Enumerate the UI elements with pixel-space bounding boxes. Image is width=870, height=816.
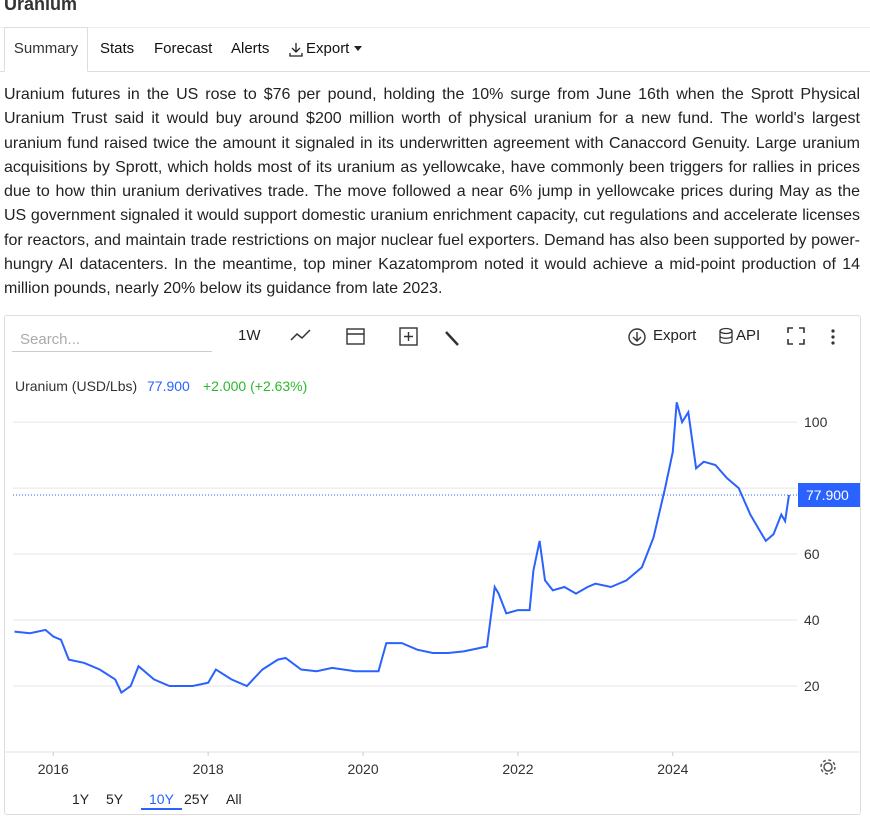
tab[interactable]: Summary (4, 27, 88, 72)
api-button[interactable]: API (736, 327, 761, 344)
add-indicator-icon[interactable] (399, 327, 418, 346)
y-tick-label: 20 (804, 678, 820, 694)
toolbar-icons (290, 328, 365, 345)
x-tick-label: 2024 (657, 761, 688, 777)
range-button[interactable]: All (226, 791, 242, 807)
y-tick-label: 100 (804, 414, 828, 430)
legend-value: 77.900 (147, 378, 190, 394)
fullscreen-and-menu (787, 327, 835, 345)
toolbar-icons-2 (399, 327, 459, 346)
x-tick-label: 2022 (502, 761, 533, 777)
calendar-icon[interactable] (346, 328, 365, 345)
summary-text: Uranium futures in the US rose to $76 pe… (4, 86, 860, 298)
export-button[interactable]: Export (653, 327, 697, 344)
caret-icon (354, 46, 362, 51)
settings-wrench-icon[interactable] (445, 331, 459, 346)
line-type-icon[interactable] (290, 329, 311, 341)
download-icon (289, 43, 303, 57)
api-icon (719, 327, 733, 344)
interval-button[interactable]: 1W (238, 327, 261, 344)
range-button[interactable]: 5Y (106, 791, 124, 807)
tab-bar: Summary Stats Forecast Alerts Export (0, 27, 870, 72)
x-tick-label: 2016 (38, 761, 69, 777)
menu-icon[interactable] (831, 329, 835, 345)
range-button[interactable]: 10Y (141, 791, 182, 810)
search-input[interactable]: Search... (12, 326, 212, 352)
range-button[interactable]: 25Y (184, 791, 209, 807)
tab[interactable]: Alerts (231, 40, 270, 57)
y-tick-label: 40 (804, 612, 820, 628)
tab[interactable]: Forecast (154, 40, 213, 57)
chart-settings-icon[interactable] (820, 759, 836, 775)
tab[interactable]: Stats (100, 40, 135, 57)
legend-change: +2.000 (+2.63%) (203, 378, 307, 394)
price-line (14, 402, 790, 695)
chart-box (4, 315, 861, 815)
export-icon (628, 328, 646, 346)
fullscreen-icon[interactable] (787, 327, 805, 345)
x-tick-label: 2020 (347, 761, 378, 777)
page-title: Uranium (4, 0, 78, 14)
last-value-box (798, 483, 860, 508)
tab[interactable]: Export (306, 40, 350, 57)
last-value-label: 77.900 (806, 487, 849, 503)
range-button[interactable]: 1Y (72, 791, 90, 807)
legend-label: Uranium (USD/Lbs) (15, 378, 137, 394)
x-tick-label: 2018 (193, 761, 224, 777)
y-tick-label: 60 (804, 546, 820, 562)
